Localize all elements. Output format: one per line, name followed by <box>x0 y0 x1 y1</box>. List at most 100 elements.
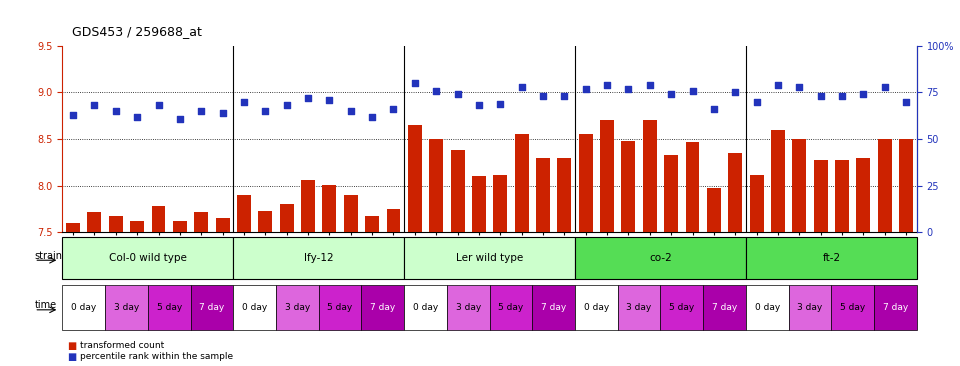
Bar <box>856 158 871 232</box>
Text: percentile rank within the sample: percentile rank within the sample <box>80 352 233 361</box>
Bar <box>408 125 421 232</box>
Point <box>749 99 764 105</box>
Bar <box>900 139 913 232</box>
Text: transformed count: transformed count <box>80 341 164 350</box>
Bar <box>108 216 123 232</box>
Point <box>770 82 785 88</box>
Bar <box>579 134 592 232</box>
Bar <box>87 212 102 232</box>
Bar <box>600 120 614 232</box>
Text: 7 day: 7 day <box>883 303 908 312</box>
Bar <box>729 153 742 232</box>
Point <box>557 93 572 99</box>
Bar <box>404 237 575 279</box>
Point <box>108 108 124 114</box>
Bar <box>106 285 148 330</box>
Point <box>236 99 252 105</box>
Point <box>899 99 914 105</box>
Text: 3 day: 3 day <box>114 303 139 312</box>
Point <box>130 114 145 120</box>
Bar <box>835 160 849 232</box>
Bar <box>344 195 358 232</box>
Text: 5 day: 5 day <box>156 303 181 312</box>
Text: Ler wild type: Ler wild type <box>456 253 523 263</box>
Point <box>492 101 508 107</box>
Bar <box>618 285 660 330</box>
Text: 7 day: 7 day <box>541 303 566 312</box>
Text: 3 day: 3 day <box>456 303 481 312</box>
Bar <box>387 209 400 232</box>
Point <box>386 106 401 112</box>
Text: 0 day: 0 day <box>242 303 267 312</box>
Bar <box>532 285 575 330</box>
Point <box>279 102 295 108</box>
Point <box>578 86 593 92</box>
Bar <box>792 139 806 232</box>
Point <box>215 110 230 116</box>
Point <box>194 108 209 114</box>
Bar <box>707 188 721 232</box>
Point <box>813 93 828 99</box>
Bar <box>664 155 678 232</box>
Point <box>257 108 273 114</box>
Point <box>343 108 358 114</box>
Point <box>663 92 679 97</box>
Text: 5 day: 5 day <box>840 303 865 312</box>
Bar <box>771 130 785 232</box>
Bar <box>148 285 190 330</box>
Text: 0 day: 0 day <box>413 303 438 312</box>
Bar <box>279 204 294 232</box>
Text: 7 day: 7 day <box>200 303 225 312</box>
Text: ■: ■ <box>67 352 77 362</box>
Point <box>834 93 850 99</box>
Point <box>536 93 551 99</box>
Point <box>792 84 807 90</box>
Bar <box>515 134 529 232</box>
Text: 0 day: 0 day <box>755 303 780 312</box>
Text: 3 day: 3 day <box>627 303 652 312</box>
Bar <box>323 185 336 232</box>
Bar <box>536 158 550 232</box>
Bar <box>874 285 917 330</box>
Bar <box>301 180 315 232</box>
Bar <box>575 237 746 279</box>
Bar <box>789 285 831 330</box>
Bar <box>493 175 507 232</box>
Bar <box>66 223 80 232</box>
Bar <box>319 285 362 330</box>
Point <box>684 87 700 93</box>
Bar <box>685 142 700 232</box>
Text: GDS453 / 259688_at: GDS453 / 259688_at <box>72 25 202 38</box>
Text: 5 day: 5 day <box>327 303 352 312</box>
Text: 0 day: 0 day <box>584 303 609 312</box>
Point <box>86 102 102 108</box>
Text: co-2: co-2 <box>649 253 672 263</box>
Bar <box>131 221 144 232</box>
Bar <box>190 285 233 330</box>
Text: lfy-12: lfy-12 <box>304 253 333 263</box>
Point <box>707 106 722 112</box>
Point <box>172 116 187 122</box>
Point <box>621 86 636 92</box>
Point <box>471 102 487 108</box>
Bar <box>750 175 763 232</box>
Bar <box>446 285 490 330</box>
Point <box>151 102 166 108</box>
Text: time: time <box>35 300 57 310</box>
Bar <box>643 120 657 232</box>
Point <box>65 112 81 118</box>
Point <box>728 89 743 95</box>
Text: 7 day: 7 day <box>371 303 396 312</box>
Text: 3 day: 3 day <box>285 303 310 312</box>
Text: strain: strain <box>35 251 62 261</box>
Bar <box>429 139 444 232</box>
Text: 0 day: 0 day <box>71 303 96 312</box>
Bar <box>575 285 618 330</box>
Text: 3 day: 3 day <box>798 303 823 312</box>
Point <box>855 92 871 97</box>
Point <box>428 87 444 93</box>
Bar <box>877 139 892 232</box>
Bar <box>621 141 636 232</box>
Point <box>300 95 316 101</box>
Bar <box>404 285 446 330</box>
